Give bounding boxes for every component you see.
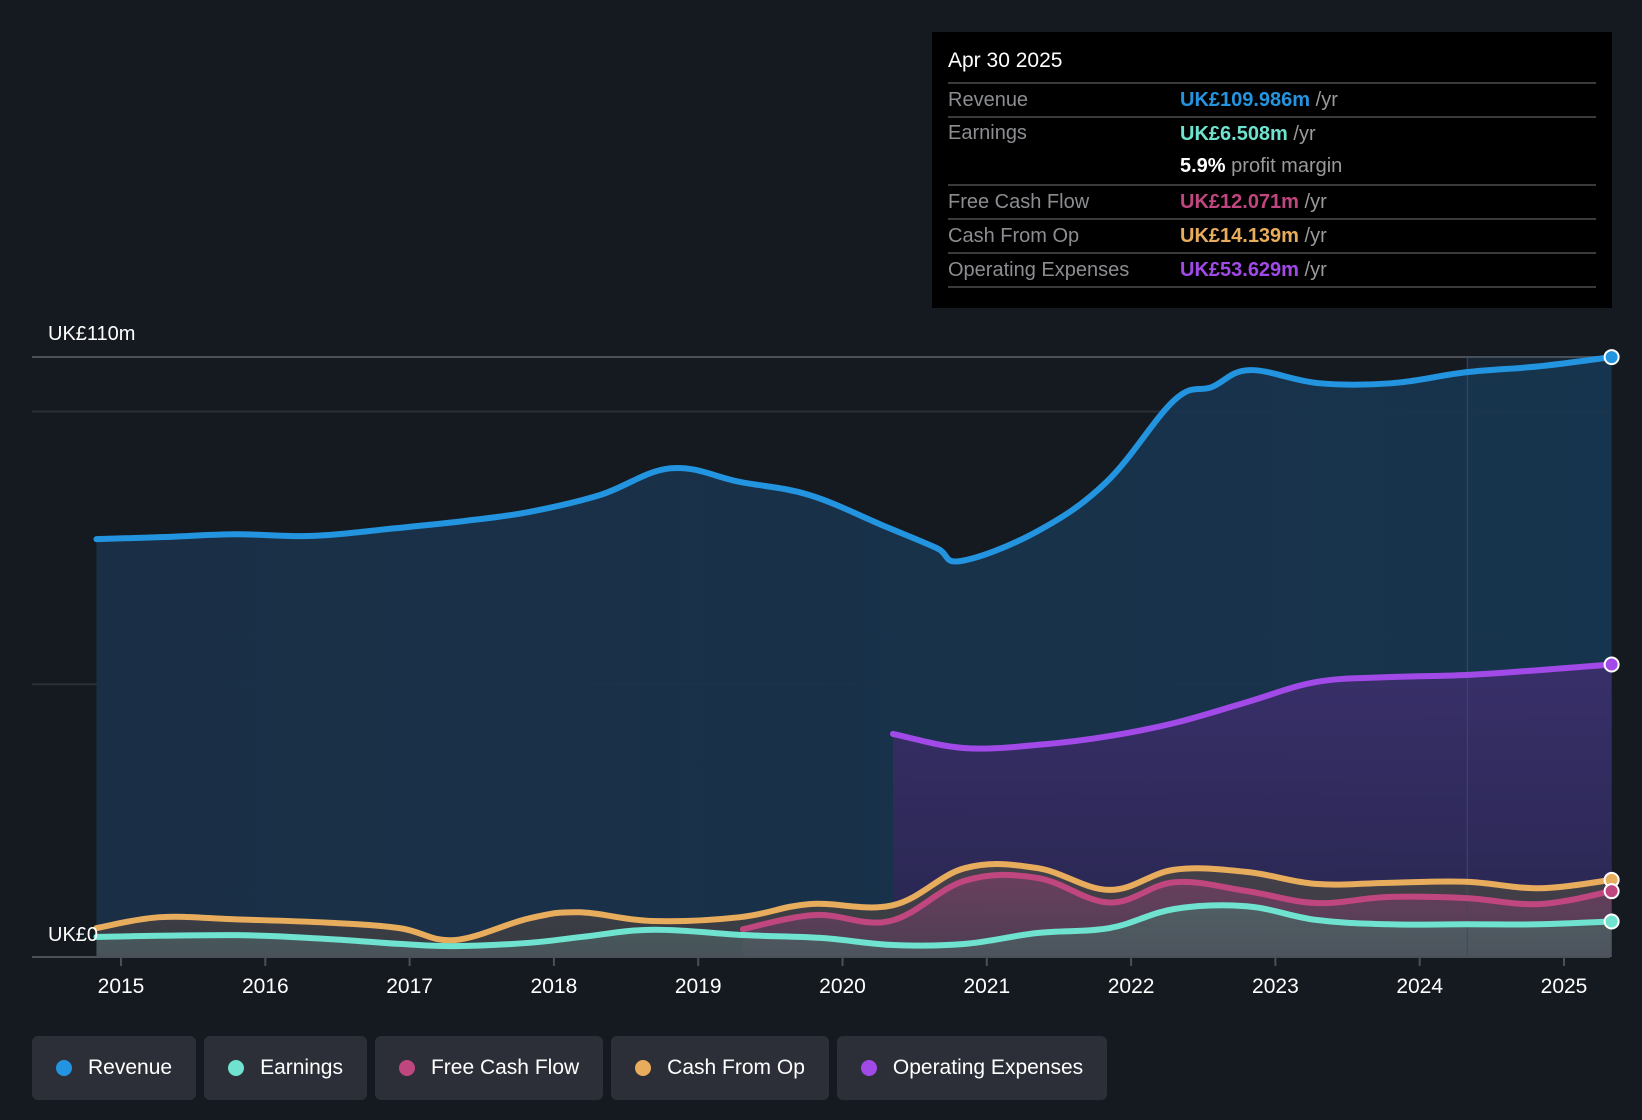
y-tick-label-zero: UK£0 [48,924,98,946]
x-ticks: 2015 2016 2017 2018 2019 2020 2021 2022 2023 2024… [98,957,1588,998]
x-tick-label: 2017 [386,975,433,998]
series-areas [96,357,1612,957]
legend-toggle-cash-from-op[interactable]: Cash From Op [611,1036,829,1100]
tooltip-label: Earnings [948,122,1027,144]
x-tick-label: 2015 [98,975,145,998]
profit-margin-label: profit margin [1231,155,1343,177]
x-tick-label: 2019 [675,975,722,998]
chart-legend: Revenue Earnings Free Cash Flow Cash Fro… [32,1036,1108,1100]
x-tick-label: 2016 [242,975,289,998]
x-tick-label: 2025 [1541,975,1588,998]
tooltip-label: Revenue [948,88,1029,111]
area-earnings [96,905,1612,957]
financials-chart: 2015 2016 2017 2018 2019 2020 2021 2022 2023 2024… [32,323,1620,998]
legend-dot-icon [398,1060,415,1076]
legend-label: Revenue [88,1056,173,1079]
x-tick-label: 2023 [1252,975,1299,998]
tooltip-label: Free Cash Flow [948,190,1090,213]
tooltip-row-cash-from-op: Cash From Op UK£14.139m /yr [948,220,1596,254]
profit-margin-value: 5.9% [1180,155,1226,177]
tooltip-label: Cash From Op [948,224,1080,247]
line-free-cash-flow [739,871,1615,933]
line-revenue [93,354,1615,565]
line-operating-expenses [890,661,1615,752]
legend-label: Operating Expenses [892,1056,1084,1079]
tooltip-unit: /yr [1304,191,1327,213]
series-lines [93,354,1615,950]
legend-toggle-operating-expenses[interactable]: Operating Expenses [836,1036,1108,1100]
end-marker-free-cash-flow [1603,883,1620,900]
legend-dot-icon [56,1060,72,1076]
legend-toggle-earnings[interactable]: Earnings [204,1036,367,1100]
tooltip-label: Operating Expenses [948,258,1130,281]
tooltip-row-revenue: Revenue UK£109.986m /yr [948,84,1596,118]
legend-dot-icon [228,1060,245,1076]
tooltip-row-earnings: Earnings UK£6.508m /yr 5.9% profit margi… [948,118,1596,186]
legend-toggle-revenue[interactable]: Revenue [32,1036,197,1100]
legend-dot-icon [635,1060,652,1076]
end-marker-earnings [1603,913,1620,930]
legend-toggle-free-cash-flow[interactable]: Free Cash Flow [374,1036,604,1100]
y-tick-label-max: UK£110m [48,323,135,345]
tooltip-unit: /yr [1315,89,1338,111]
x-tick-label: 2022 [1108,975,1155,998]
line-earnings [93,902,1615,950]
tooltip-value: UK£12.071m [1180,191,1299,213]
tooltip-value: UK£6.508m [1180,123,1288,145]
end-marker-operating-expenses [1603,656,1620,673]
tooltip-value: UK£53.629m [1180,259,1299,281]
tooltip-unit: /yr [1304,225,1327,247]
end-marker-revenue [1603,349,1620,366]
x-tick-label: 2018 [531,975,578,998]
tooltip-unit: /yr [1293,123,1316,145]
series-end-markers [1603,349,1620,930]
tooltip-date: Apr 30 2025 [948,46,1596,84]
legend-label: Free Cash Flow [430,1056,580,1079]
x-tick-label: 2024 [1396,975,1443,998]
x-tick-label: 2021 [963,975,1010,998]
tooltip-unit: /yr [1304,259,1327,281]
tooltip-row-operating-expenses: Operating Expenses UK£53.629m /yr [948,254,1596,288]
legend-label: Earnings [260,1056,343,1079]
tooltip-value: UK£14.139m [1180,225,1299,247]
data-tooltip: Apr 30 2025 Revenue UK£109.986m /yr Earn… [932,32,1612,308]
legend-label: Cash From Op [667,1056,805,1079]
line-cash-from-op [93,861,1615,944]
legend-dot-icon [860,1060,877,1076]
tooltip-value: UK£109.986m [1180,89,1311,111]
x-tick-label: 2020 [819,975,866,998]
tooltip-row-free-cash-flow: Free Cash Flow UK£12.071m /yr [948,186,1596,220]
